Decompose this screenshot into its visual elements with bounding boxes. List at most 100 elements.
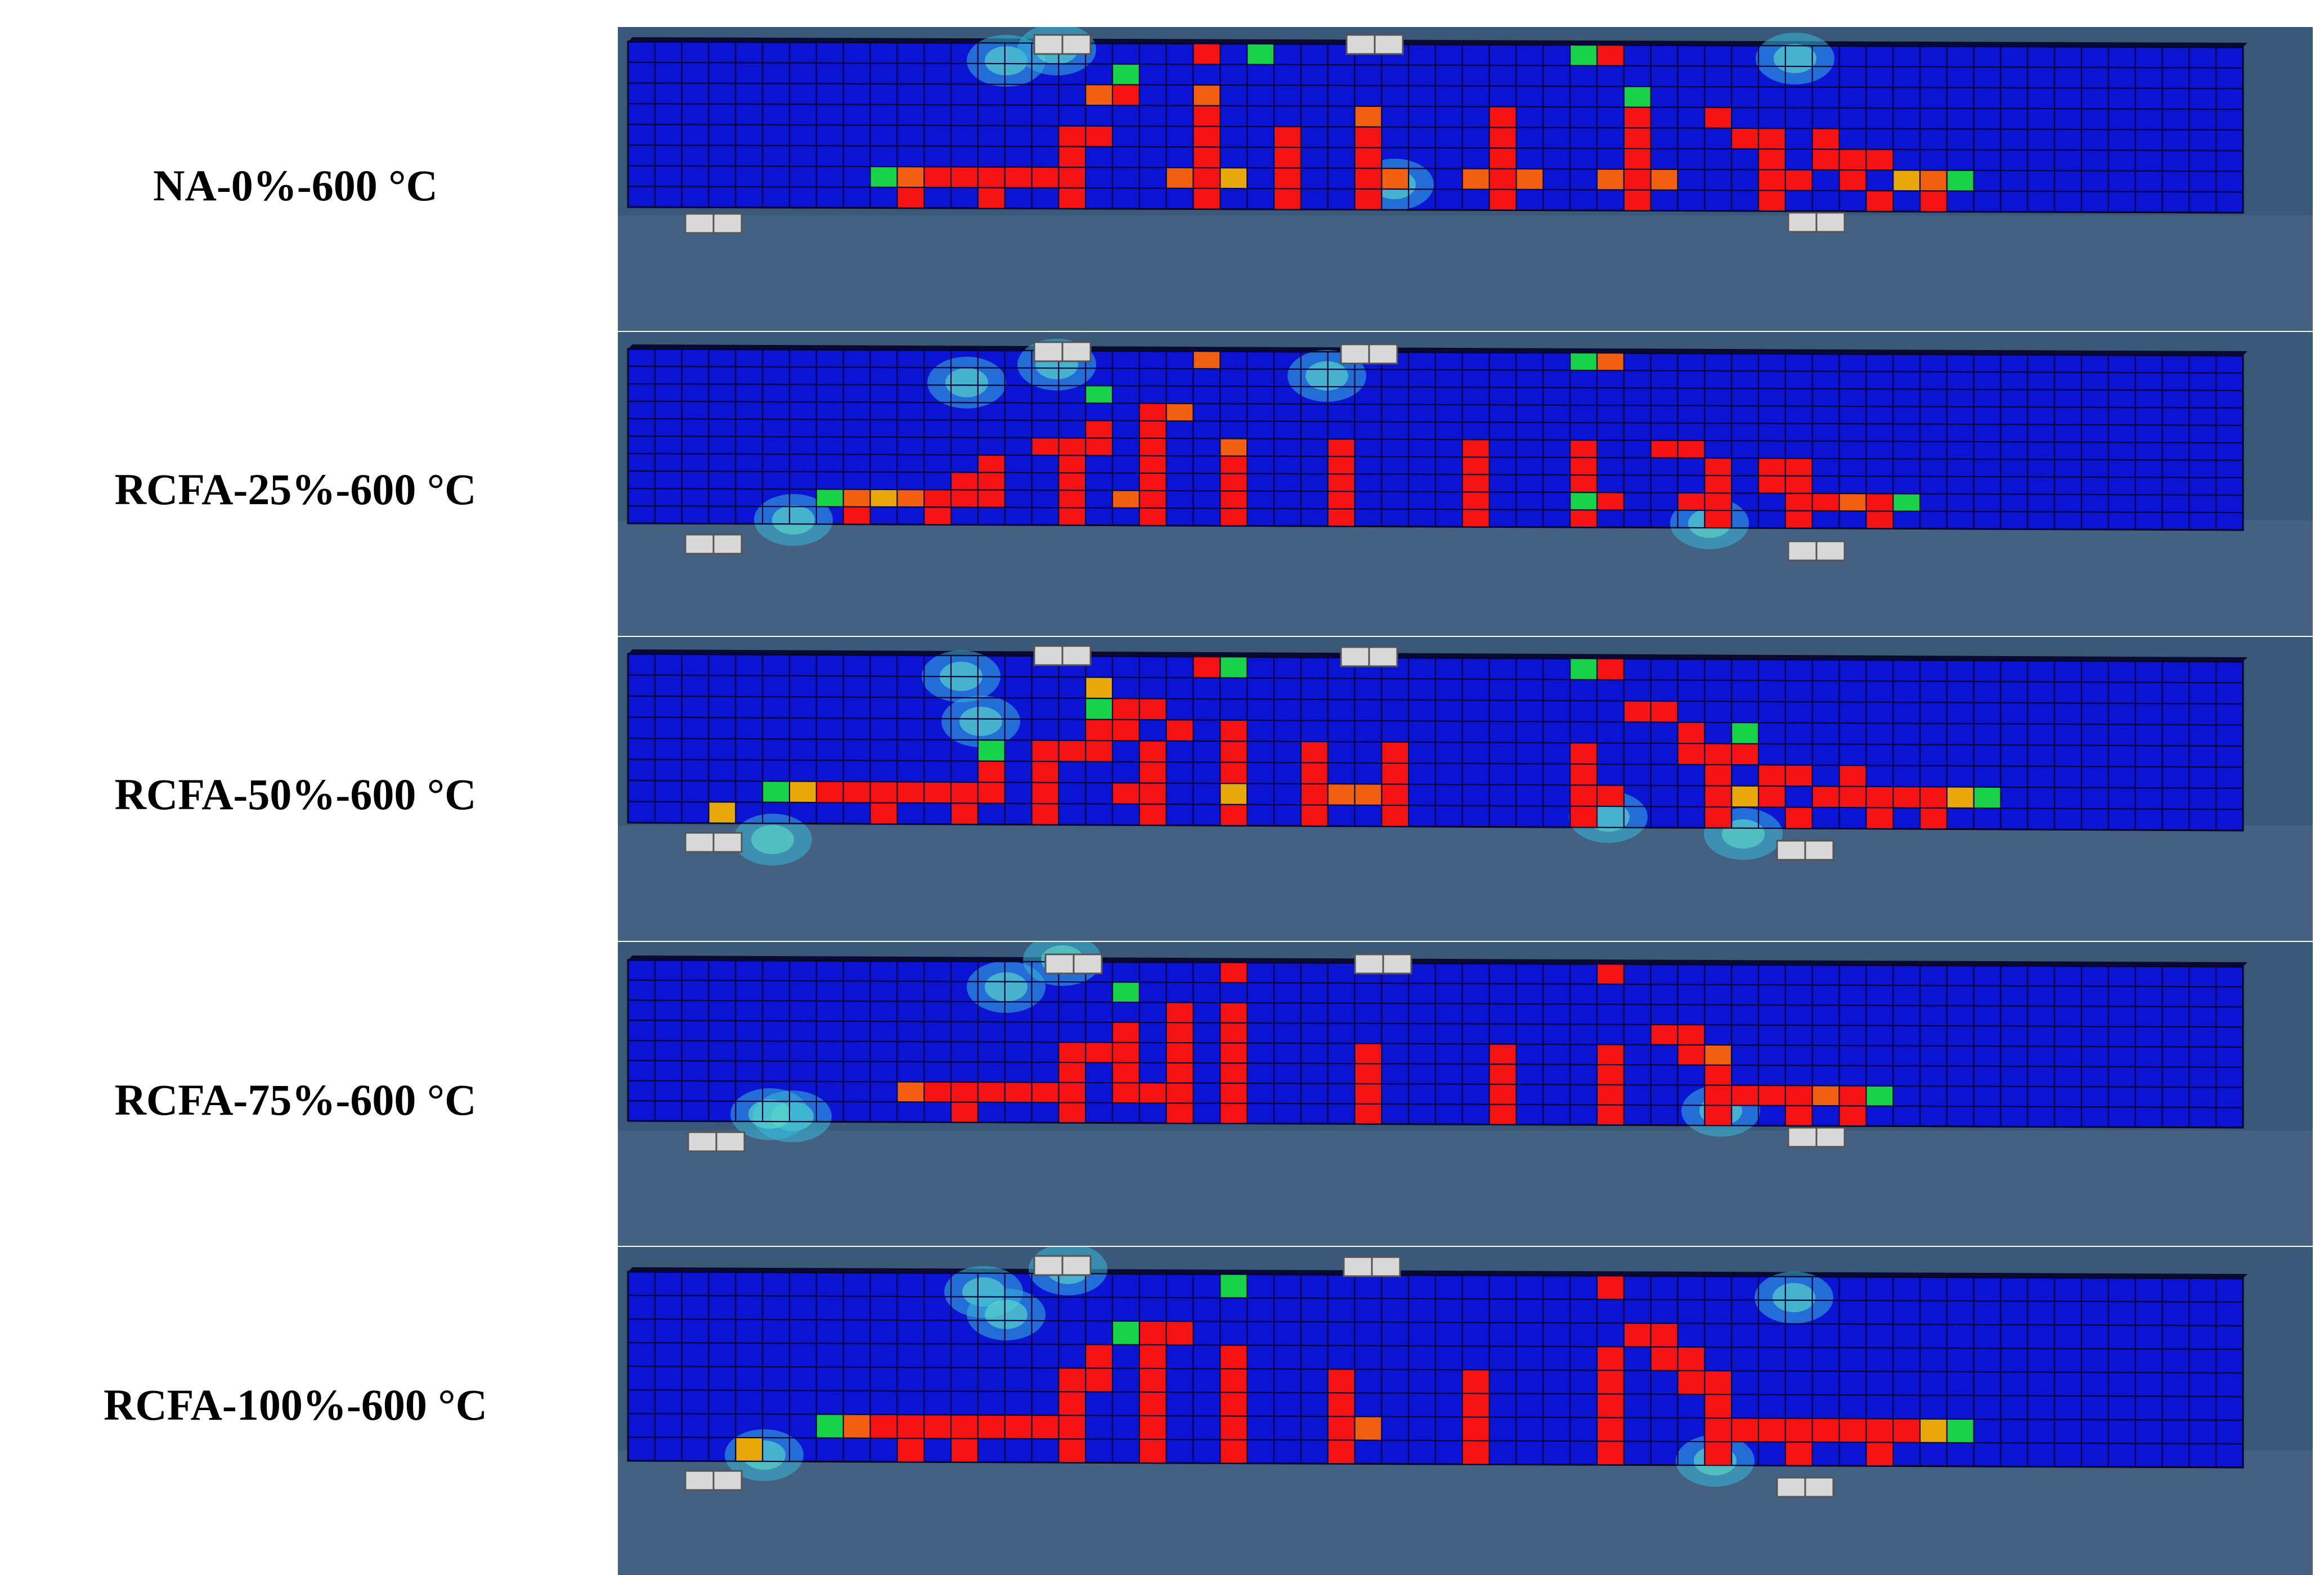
damaged-element <box>1758 1418 1785 1442</box>
damaged-element <box>1462 439 1489 457</box>
damaged-element <box>1193 168 1221 189</box>
panel-label-rcfa-75: RCFA-75%-600 °C <box>114 1075 477 1124</box>
damaged-element <box>1785 1442 1812 1466</box>
damaged-element <box>1354 168 1382 189</box>
damaged-element <box>1758 128 1785 149</box>
damaged-element <box>1570 457 1597 475</box>
mesh-line-horizontal <box>627 979 2244 988</box>
damaged-element <box>1220 720 1248 742</box>
damaged-element <box>1220 508 1248 526</box>
damaged-element <box>1839 1106 1867 1127</box>
damaged-element <box>1058 1439 1086 1463</box>
mesh-line-horizontal <box>627 653 2244 663</box>
mesh-line-horizontal <box>627 695 2244 705</box>
damaged-element <box>1462 457 1489 475</box>
panel-floor-shade <box>618 825 2313 941</box>
damaged-element <box>1866 1419 1894 1443</box>
damaged-element <box>1085 125 1112 147</box>
damaged-element <box>1893 493 1920 511</box>
damaged-element <box>870 782 898 803</box>
damaged-element <box>1220 473 1248 491</box>
damaged-element <box>897 187 925 208</box>
damaged-element <box>1139 508 1167 526</box>
damaged-element <box>1462 1370 1489 1394</box>
damaged-element <box>1785 807 1812 829</box>
mesh-line-horizontal <box>627 103 2244 110</box>
mesh-line-horizontal <box>627 1039 2244 1048</box>
damaged-element <box>1758 458 1785 476</box>
damaged-element <box>1597 1044 1624 1065</box>
damaged-element <box>1220 1274 1248 1298</box>
damaged-element <box>1597 492 1624 510</box>
damaged-element <box>1758 786 1785 807</box>
damaged-element <box>1220 1002 1248 1023</box>
damaged-element <box>1462 168 1489 190</box>
damaged-element <box>897 782 925 804</box>
damaged-element <box>1462 492 1489 510</box>
damaged-element <box>1597 1370 1624 1394</box>
damaged-element <box>1704 107 1732 128</box>
damaged-element <box>1489 1084 1517 1105</box>
mesh-line-horizontal <box>627 1120 2244 1129</box>
beam-panel-na-0 <box>618 27 2313 331</box>
damaged-element <box>1139 804 1167 825</box>
damaged-element <box>977 761 1005 783</box>
damaged-element <box>1812 786 1840 807</box>
damaged-element <box>1166 720 1194 741</box>
damaged-element <box>1139 698 1167 720</box>
mesh-line-horizontal <box>627 1271 2244 1280</box>
damaged-element <box>1623 169 1651 190</box>
damaged-element <box>1866 511 1894 529</box>
damaged-element <box>1946 787 1974 809</box>
damaged-element <box>1920 787 1947 808</box>
damaged-element <box>1893 1419 1920 1443</box>
mesh-line-horizontal <box>627 737 2244 747</box>
mesh-line-horizontal <box>627 1389 2244 1398</box>
damaged-element <box>1704 1418 1732 1442</box>
damaged-element <box>1597 1064 1624 1085</box>
damaged-element <box>951 472 978 490</box>
damaged-element <box>1327 439 1355 457</box>
damaged-element <box>1758 475 1785 493</box>
damaged-element <box>1866 1442 1894 1466</box>
damaged-element <box>1489 106 1517 128</box>
damaged-element <box>1731 723 1758 744</box>
damaged-element <box>1058 125 1086 147</box>
damaged-element <box>1677 743 1705 765</box>
panel-label-rcfa-25: RCFA-25%-600 °C <box>114 465 477 514</box>
mesh-line-horizontal <box>627 759 2244 768</box>
damaged-element <box>1597 1394 1624 1418</box>
damaged-element <box>1085 438 1112 456</box>
transition-core <box>985 46 1028 75</box>
damaged-element <box>1139 438 1167 456</box>
damaged-element <box>1166 167 1194 189</box>
beam-svg-rcfa-100 <box>618 1247 2313 1575</box>
damaged-element <box>1462 1417 1489 1441</box>
damaged-element <box>1893 786 1920 808</box>
mesh-line-horizontal <box>627 1436 2244 1445</box>
damaged-element <box>870 489 898 507</box>
damaged-element <box>951 1438 978 1462</box>
damaged-element <box>1058 490 1086 508</box>
damaged-element <box>1220 783 1248 805</box>
damaged-element <box>1920 191 1947 212</box>
damaged-element <box>1274 127 1301 147</box>
mesh-line-horizontal <box>627 1341 2244 1350</box>
damaged-element <box>1650 1323 1678 1347</box>
damaged-element <box>977 782 1005 804</box>
damaged-element <box>1704 1442 1732 1466</box>
transition-core <box>1722 819 1765 849</box>
damaged-element <box>1920 170 1947 191</box>
damaged-element <box>977 1082 1005 1103</box>
damaged-element <box>951 167 978 188</box>
damaged-element <box>1327 474 1355 492</box>
damaged-element <box>1220 1416 1248 1440</box>
damaged-element <box>1381 168 1409 190</box>
damaged-element <box>1677 440 1705 458</box>
damaged-element <box>1516 169 1544 190</box>
damaged-element <box>1058 1102 1086 1123</box>
damaged-element <box>1489 127 1517 149</box>
damaged-element <box>1785 765 1812 787</box>
damaged-element <box>1004 167 1032 188</box>
damaged-element <box>1489 168 1517 190</box>
